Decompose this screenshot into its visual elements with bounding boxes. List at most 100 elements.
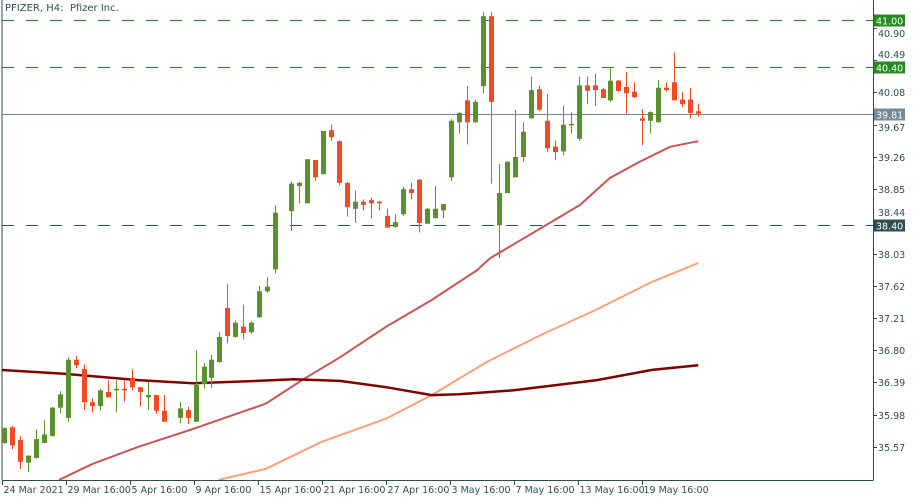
bearish-candle (361, 199, 366, 211)
candle-body (257, 291, 262, 318)
candle-body (593, 85, 598, 91)
bearish-candle (640, 108, 645, 146)
bullish-candle (273, 205, 278, 274)
candle-body (680, 99, 685, 105)
bearish-candle (138, 387, 143, 407)
candle-body (249, 322, 254, 333)
y-tick-label: 37.62 (878, 282, 905, 293)
bullish-candle (249, 321, 254, 334)
candle-body (529, 90, 534, 119)
bullish-candle (433, 185, 438, 219)
candle-body (297, 182, 302, 186)
candle-body (178, 408, 183, 418)
bullish-candle (66, 357, 71, 422)
candle-body (98, 390, 103, 407)
candle-body (505, 161, 510, 194)
candle-body (18, 439, 23, 462)
candle-body (401, 189, 406, 215)
bullish-candle (401, 186, 406, 216)
bullish-candle (473, 99, 478, 123)
bullish-candle (2, 427, 7, 444)
x-tick-label: 13 May 16:00 (580, 485, 645, 496)
level-price-tag (874, 108, 905, 121)
bearish-candle (553, 140, 558, 161)
candle-body (186, 409, 191, 418)
candle-body (313, 160, 318, 178)
candle-body (497, 193, 502, 226)
bearish-candle (537, 85, 542, 112)
bullish-candle (194, 350, 199, 422)
bearish-candle (489, 12, 494, 184)
level-price-label: 41.00 (876, 17, 903, 28)
candle-body (50, 407, 55, 436)
x-tick-label: 27 Apr 16:00 (388, 485, 450, 496)
moving-average-line (58, 140, 699, 480)
bullish-candle (58, 391, 63, 414)
x-tick-label: 5 Apr 16:00 (132, 485, 188, 496)
bearish-candle (680, 91, 685, 108)
candle-body (377, 201, 382, 204)
y-tick-label: 35.57 (878, 443, 905, 454)
candle-body (289, 183, 294, 212)
candle-body (114, 388, 119, 391)
x-tick-label: 19 May 16:00 (644, 485, 709, 496)
level-price-label: 40.40 (876, 64, 903, 75)
bullish-candle (393, 214, 398, 228)
x-tick-label: 15 Apr 16:00 (260, 485, 322, 496)
bearish-candle (122, 380, 127, 402)
bearish-candle (154, 395, 159, 414)
bullish-candle (656, 79, 661, 123)
candle-body (640, 118, 645, 121)
candle-body (569, 123, 574, 126)
bearish-candle (82, 364, 87, 410)
candle-body (664, 87, 669, 91)
bullish-candle (233, 320, 238, 338)
bearish-candle (74, 355, 79, 369)
y-tick-label: 40.49 (878, 50, 905, 61)
bullish-candle (425, 207, 430, 224)
candle-body (457, 112, 462, 123)
candle-body (217, 336, 222, 363)
bearish-candle (664, 82, 669, 92)
candle-body (632, 91, 637, 98)
chart-frame (1, 0, 874, 481)
x-tick-label: 21 Apr 16:00 (324, 485, 386, 496)
candle-body (672, 82, 677, 101)
bearish-candle (241, 304, 246, 340)
candle-body (321, 130, 326, 175)
x-tick-label: 9 Apr 16:00 (196, 485, 252, 496)
bearish-candle (313, 160, 318, 182)
bearish-candle (624, 72, 629, 114)
bullish-candle (297, 182, 302, 204)
bearish-candle (688, 87, 693, 119)
bullish-candle (146, 381, 151, 410)
bearish-candle (106, 380, 111, 398)
moving-average-line (2, 363, 699, 397)
candle-body (305, 159, 310, 204)
x-tick-label: 24 Mar 2021 (4, 485, 64, 496)
bearish-candle (162, 395, 167, 422)
bearish-candle (329, 124, 334, 142)
candle-body (433, 208, 438, 219)
candle-body (553, 146, 558, 153)
y-tick-label: 38.85 (878, 185, 905, 196)
bullish-candle (648, 111, 653, 134)
candle-body (616, 80, 621, 91)
candle-body (26, 455, 31, 463)
candle-body (601, 89, 606, 98)
candle-body (449, 120, 454, 178)
candle-body (209, 359, 214, 378)
bearish-candle (409, 182, 414, 200)
candle-body (417, 179, 422, 223)
candle-body (2, 428, 7, 444)
candle-body (624, 86, 629, 94)
candle-body (345, 182, 350, 208)
bullish-candle (449, 119, 454, 182)
bullish-candle (513, 109, 518, 178)
candle-body (393, 222, 398, 227)
bullish-candle (521, 122, 526, 162)
horizontal-levels (2, 20, 873, 226)
bullish-candle (353, 190, 358, 223)
candle-body (138, 387, 143, 392)
